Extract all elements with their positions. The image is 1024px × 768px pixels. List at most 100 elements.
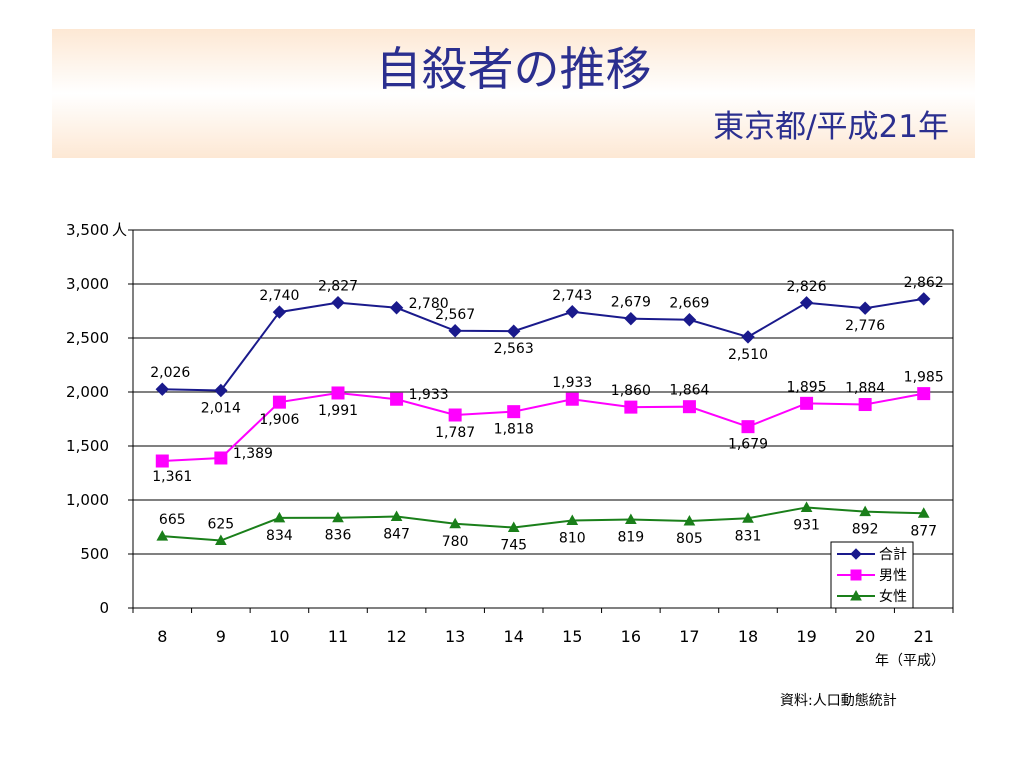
source-note: 資料:人口動態統計: [780, 693, 897, 709]
data-point-2: [859, 505, 871, 517]
data-label: 2,776: [845, 318, 885, 334]
data-point-0: [272, 305, 287, 319]
data-label: 780: [442, 534, 469, 550]
data-point-0: [565, 305, 579, 319]
x-tick-label: 15: [562, 627, 582, 646]
data-label: 834: [266, 528, 293, 544]
slide-subtitle: 東京都/平成21年: [713, 109, 949, 145]
data-label: 2,026: [150, 365, 190, 381]
data-point-0: [682, 313, 697, 327]
data-point-2: [332, 511, 344, 523]
data-point-2: [800, 501, 813, 512]
data-label: 2,014: [201, 400, 241, 416]
data-point-2: [449, 517, 461, 529]
x-tick-label: 21: [914, 627, 934, 646]
data-label: 1,361: [152, 469, 192, 485]
data-label: 2,780: [409, 296, 449, 312]
x-tick-label: 13: [445, 627, 465, 646]
data-point-1: [331, 386, 345, 400]
data-label: 805: [676, 531, 703, 547]
data-label: 2,563: [494, 341, 534, 357]
y-tick-label: 2,500: [66, 329, 109, 347]
data-point-1: [272, 395, 286, 409]
data-point-2: [215, 534, 227, 545]
data-label: 931: [793, 517, 820, 533]
data-point-2: [507, 521, 520, 533]
data-label: 2,826: [787, 279, 827, 295]
y-tick-label: 3,000: [66, 275, 109, 293]
data-label: 1,933: [552, 375, 592, 391]
data-point-1: [155, 454, 169, 468]
data-point-0: [331, 295, 345, 310]
data-label: 1,679: [728, 437, 768, 453]
legend-marker-0: [850, 548, 862, 560]
data-label: 2,740: [259, 288, 299, 304]
data-label: 2,862: [904, 275, 944, 291]
data-label: 2,827: [318, 279, 358, 295]
data-point-0: [624, 311, 638, 326]
data-point-1: [624, 400, 638, 414]
slide-title: 自殺者の推移: [375, 42, 652, 96]
data-point-1: [682, 400, 696, 414]
data-label: 1,985: [904, 370, 944, 386]
x-tick-label: 18: [738, 627, 758, 646]
data-point-0: [799, 296, 814, 310]
data-label: 810: [559, 531, 586, 547]
data-point-0: [858, 301, 872, 315]
x-tick-label: 8: [157, 627, 167, 646]
data-point-0: [155, 382, 169, 396]
data-label: 2,669: [669, 296, 709, 312]
data-label: 2,567: [435, 307, 475, 323]
legend-marker-2: [850, 589, 862, 601]
legend-label: 男性: [879, 568, 907, 584]
data-label: 2,743: [552, 288, 592, 304]
data-point-1: [858, 398, 872, 412]
y-tick-label: 3,500: [66, 221, 109, 239]
data-label: 819: [617, 530, 644, 546]
data-label: 836: [325, 528, 352, 544]
data-point-2: [156, 530, 169, 541]
data-point-2: [390, 510, 403, 522]
y-axis-label: 人: [112, 221, 127, 239]
data-label: 1,864: [669, 383, 709, 399]
title-banner: 自殺者の推移 東京都/平成21年: [52, 29, 975, 158]
legend-label: 女性: [879, 588, 907, 605]
x-tick-label: 10: [269, 627, 289, 646]
plot-area: [133, 230, 953, 608]
data-label: 1,906: [259, 412, 299, 428]
x-tick-label: 19: [796, 627, 816, 646]
data-label: 831: [735, 528, 762, 544]
x-tick-label: 12: [386, 627, 406, 646]
x-tick-label: 16: [621, 627, 641, 646]
x-tick-label: 11: [328, 627, 348, 646]
data-point-1: [741, 420, 755, 434]
data-point-1: [800, 396, 814, 410]
data-label: 1,933: [409, 387, 449, 403]
data-point-0: [448, 324, 462, 338]
data-point-1: [507, 405, 521, 419]
y-tick-label: 1,500: [66, 437, 109, 455]
data-point-1: [390, 392, 404, 406]
data-label: 625: [207, 517, 234, 533]
data-point-2: [742, 512, 754, 523]
data-point-2: [273, 511, 286, 523]
y-tick-label: 2,000: [66, 383, 109, 401]
data-label: 1,991: [318, 403, 358, 419]
data-point-1: [214, 451, 228, 465]
data-label: 665: [159, 512, 186, 528]
x-axis-label: 年（平成）: [875, 653, 945, 669]
legend-marker-1: [850, 569, 862, 581]
data-point-0: [741, 330, 755, 344]
data-point-0: [917, 292, 931, 306]
data-point-0: [389, 301, 404, 315]
data-label: 2,679: [611, 295, 651, 311]
data-point-1: [917, 387, 931, 401]
legend-label: 合計: [879, 547, 907, 563]
data-label: 2,510: [728, 347, 768, 363]
data-label: 1,818: [494, 422, 534, 438]
x-tick-label: 9: [216, 627, 226, 646]
data-point-2: [683, 515, 696, 526]
data-point-2: [917, 507, 930, 518]
data-label: 1,389: [233, 446, 273, 462]
